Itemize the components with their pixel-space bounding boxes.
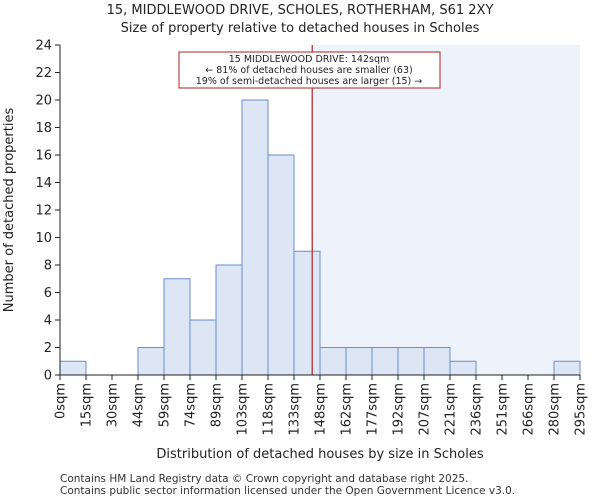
y-tick-label: 6	[44, 286, 52, 301]
bars-group	[59, 45, 581, 376]
bar-9	[293, 250, 321, 376]
x-tick-label: 221sqm	[444, 383, 459, 436]
y-tick-label: 14	[35, 176, 52, 191]
y-tick-label: 16	[35, 149, 52, 164]
y-tick-label: 10	[35, 231, 52, 246]
x-tick-label: 133sqm	[288, 383, 303, 436]
footer-line-2: Contains public sector information licen…	[60, 485, 515, 497]
x-axis: 0sqm 15sqm 30sqm 44sqm 59sqm 74sqm 89sqm 103sqm…	[54, 374, 589, 436]
x-tick-label: 251sqm	[496, 383, 511, 436]
y-tick-label: 4	[44, 314, 52, 329]
bar-8	[267, 154, 295, 376]
bar-5	[189, 319, 217, 376]
bar-4	[163, 278, 191, 376]
x-tick-label: 44sqm	[132, 383, 147, 427]
annotation-line-3: 19% of semi-detached houses are larger (…	[196, 76, 423, 87]
bar-15	[449, 360, 477, 376]
bar-10	[319, 347, 347, 376]
highlight-region	[312, 45, 580, 375]
x-tick-label: 162sqm	[340, 383, 355, 436]
x-tick-label: 103sqm	[236, 383, 251, 436]
bar-11	[345, 347, 373, 376]
y-tick-label: 20	[35, 94, 52, 109]
x-tick-label: 30sqm	[106, 383, 121, 427]
chart-subtitle: Size of property relative to detached ho…	[121, 21, 480, 36]
y-tick-label: 0	[44, 369, 52, 384]
bar-19	[553, 360, 581, 376]
x-tick-label: 236sqm	[470, 383, 485, 436]
bar-14	[423, 347, 451, 376]
y-tick-label: 24	[35, 39, 52, 54]
bar-12	[371, 347, 399, 376]
x-tick-label: 74sqm	[184, 383, 199, 427]
y-tick-label: 8	[44, 259, 52, 274]
x-tick-label: 148sqm	[314, 383, 329, 436]
bar-0	[59, 360, 87, 376]
plot-background	[312, 45, 580, 375]
y-tick-label: 12	[35, 204, 52, 219]
x-tick-label: 295sqm	[574, 383, 589, 436]
bar-3	[137, 347, 165, 376]
y-axis-label: Number of detached properties	[2, 108, 17, 313]
x-tick-label: 89sqm	[210, 383, 225, 427]
x-tick-label: 59sqm	[158, 383, 173, 427]
x-tick-label: 118sqm	[262, 383, 277, 436]
x-tick-label: 207sqm	[418, 383, 433, 436]
y-tick-label: 22	[35, 66, 52, 81]
y-tick-label: 18	[35, 121, 52, 136]
x-tick-label: 177sqm	[366, 383, 381, 436]
bar-7	[241, 99, 269, 376]
y-tick-label: 2	[44, 341, 52, 356]
x-axis-label: Distribution of detached houses by size …	[156, 447, 483, 462]
annotation-line-1: 15 MIDDLEWOOD DRIVE: 142sqm	[229, 54, 390, 65]
annotation-border	[178, 51, 441, 89]
bar-13	[397, 347, 425, 376]
x-tick-label: 15sqm	[80, 383, 95, 427]
x-tick-label: 0sqm	[54, 383, 69, 419]
annotation-box: 15 MIDDLEWOOD DRIVE: 142sqm ← 81% of det…	[178, 51, 441, 89]
x-tick-label: 266sqm	[522, 383, 537, 436]
chart-title: 15, MIDDLEWOOD DRIVE, SCHOLES, ROTHERHAM…	[107, 3, 494, 18]
footer-line-1: Contains HM Land Registry data © Crown c…	[60, 473, 468, 485]
annotation-line-2: ← 81% of detached houses are smaller (63…	[205, 65, 412, 76]
x-tick-label: 192sqm	[392, 383, 407, 436]
x-tick-label: 280sqm	[548, 383, 563, 436]
bar-6	[215, 264, 243, 376]
